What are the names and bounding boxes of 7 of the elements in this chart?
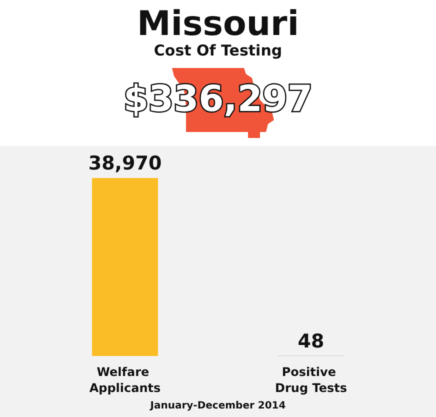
- data-label: 38,970: [88, 152, 162, 174]
- chart-subtitle: Cost Of Testing: [154, 42, 282, 60]
- chart-title: Missouri: [137, 4, 299, 44]
- x-tick-label: Welfare Applicants: [89, 365, 161, 395]
- text: January-December 2014: [149, 400, 286, 412]
- data-label: 48: [298, 330, 324, 352]
- x-tick-label: Positive Drug Tests: [275, 365, 347, 395]
